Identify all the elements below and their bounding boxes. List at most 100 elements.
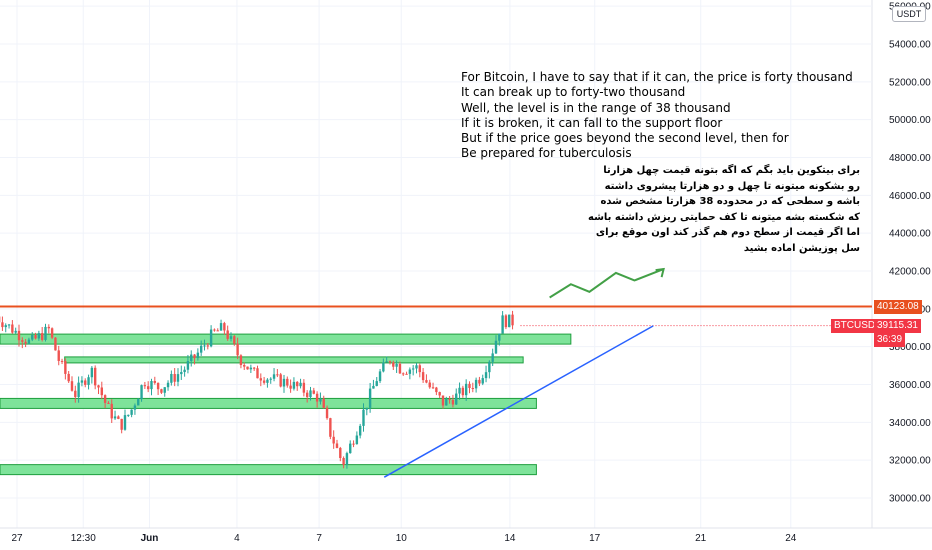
candle-body [47, 326, 50, 329]
candle-body [448, 398, 451, 401]
candle-body [455, 393, 458, 405]
candle-body [213, 329, 216, 331]
persian-annotation[interactable]: برای بیتکوین باید بگم که اگه بتونه قیمت … [588, 163, 860, 256]
candle-body [1, 322, 4, 328]
y-tick-label: 30000.00 [889, 494, 931, 505]
support-zone[interactable] [0, 333, 572, 345]
candle-body [468, 383, 471, 389]
candle-body [156, 382, 160, 390]
y-tick-label: 38000.00 [889, 342, 931, 353]
candle-body [358, 425, 362, 436]
candle-body [120, 418, 123, 430]
candle-body [335, 443, 339, 448]
candle-body [123, 415, 127, 430]
candle-body [302, 382, 306, 393]
candle-body [160, 389, 163, 393]
candle-body [339, 447, 342, 459]
x-tick-label: Jun [141, 533, 159, 544]
candle-body [315, 393, 319, 402]
candle-body [372, 385, 375, 389]
candle-body [4, 325, 7, 328]
english-line: It can break up to forty-two thousand [461, 85, 686, 100]
candle-body [441, 395, 445, 406]
support-zone[interactable] [64, 356, 524, 364]
candle-body [77, 382, 80, 397]
y-tick-label: 44000.00 [889, 229, 931, 240]
price-axis: 30000.00 32000.00 34000.00 36000.00 38000.00… [889, 2, 931, 505]
candle-body [84, 380, 87, 385]
support-zones [0, 333, 572, 476]
candle-body [262, 380, 266, 383]
candle-body [166, 382, 170, 388]
candle-body [325, 407, 329, 419]
candle-body [365, 407, 368, 410]
candle-body [170, 373, 173, 383]
candle-body [249, 367, 253, 370]
candle-body [511, 314, 514, 326]
chart-grid [0, 0, 873, 528]
candle-body [87, 377, 90, 385]
support-zone[interactable] [0, 464, 537, 476]
candle-body [395, 363, 398, 367]
candle-body [64, 361, 67, 374]
candle-body [44, 326, 47, 340]
english-line: But if the price goes beyond the second … [461, 131, 789, 146]
english-line: If it is broken, it can fall to the supp… [461, 115, 723, 130]
candle-body [7, 324, 11, 326]
candle-body [431, 387, 435, 389]
candle-body [438, 392, 441, 396]
english-line: Well, the level is in the range of 38 th… [461, 100, 731, 115]
candle-body [60, 360, 64, 362]
currency-badge[interactable]: USDT [892, 6, 926, 22]
candle-body [332, 436, 335, 444]
support-zone[interactable] [0, 397, 537, 409]
candle-body [494, 340, 498, 354]
candle-body [67, 373, 70, 382]
candle-body [143, 385, 147, 387]
candle-body [203, 345, 206, 347]
candle-body [484, 372, 488, 379]
candle-body [239, 355, 243, 366]
candle-body [352, 443, 355, 445]
candle-body [342, 458, 345, 465]
candle-body [246, 366, 249, 370]
candle-body [27, 339, 31, 344]
english-line: Be prepared for tuberculosis [461, 146, 632, 161]
persian-line: که شکسته بشه میتونه تا کف حمایتی ریزش دا… [588, 211, 860, 223]
candle-body [206, 345, 209, 347]
candle-body [418, 365, 421, 373]
candle-body [312, 390, 315, 394]
candle-body [74, 390, 77, 397]
candle-body [279, 374, 282, 387]
y-tick-label: 42000.00 [889, 267, 931, 278]
candle-body [474, 379, 478, 389]
candle-body [501, 315, 504, 334]
candle-body [199, 345, 203, 353]
candle-body [345, 453, 349, 465]
candle-body [464, 383, 468, 396]
candle-body [133, 405, 137, 410]
candle-body [378, 371, 382, 382]
candle-body [176, 374, 180, 382]
candle-body [193, 354, 196, 359]
countdown-tag: 36:39 [874, 332, 906, 347]
candle-body [93, 367, 97, 386]
projection-arrow[interactable] [549, 268, 664, 299]
resistance-price-tag: 40123.08 [874, 299, 922, 314]
candle-body [97, 385, 100, 388]
candle-body [504, 315, 508, 328]
persian-line: برای بیتکوین باید بگم که اگه بتونه قیمت … [603, 165, 860, 176]
x-tick-label: 12:30 [71, 533, 96, 544]
candle-body [322, 398, 325, 408]
candle-body [488, 361, 491, 373]
english-annotation[interactable]: For Bitcoin, I have to say that if it ca… [461, 70, 853, 162]
time-axis: 27 12:30 Jun 4 7 10 14 17 21 24 [0, 527, 932, 544]
y-tick-label: 54000.00 [889, 40, 931, 51]
x-tick-label: 17 [589, 533, 601, 544]
candle-body [107, 402, 110, 404]
trend-line[interactable] [383, 325, 654, 478]
candle-body [388, 361, 392, 363]
candle-body [233, 336, 236, 344]
y-tick-label: 52000.00 [889, 77, 931, 88]
